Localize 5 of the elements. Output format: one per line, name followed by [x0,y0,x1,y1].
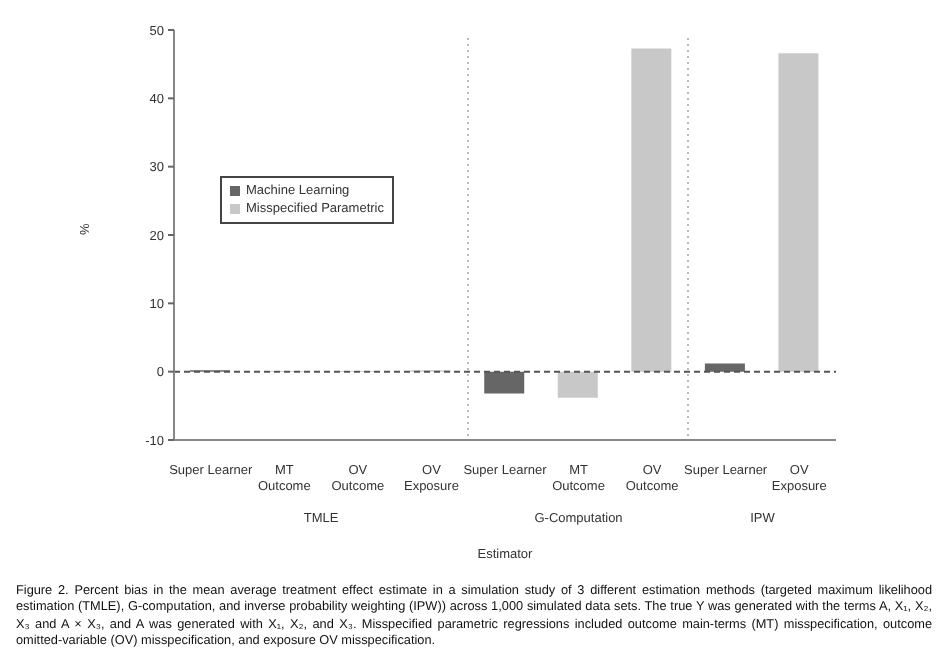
bar [704,363,745,372]
bar [631,48,672,372]
bar [484,371,525,394]
bar [778,53,819,372]
bar [557,371,598,398]
